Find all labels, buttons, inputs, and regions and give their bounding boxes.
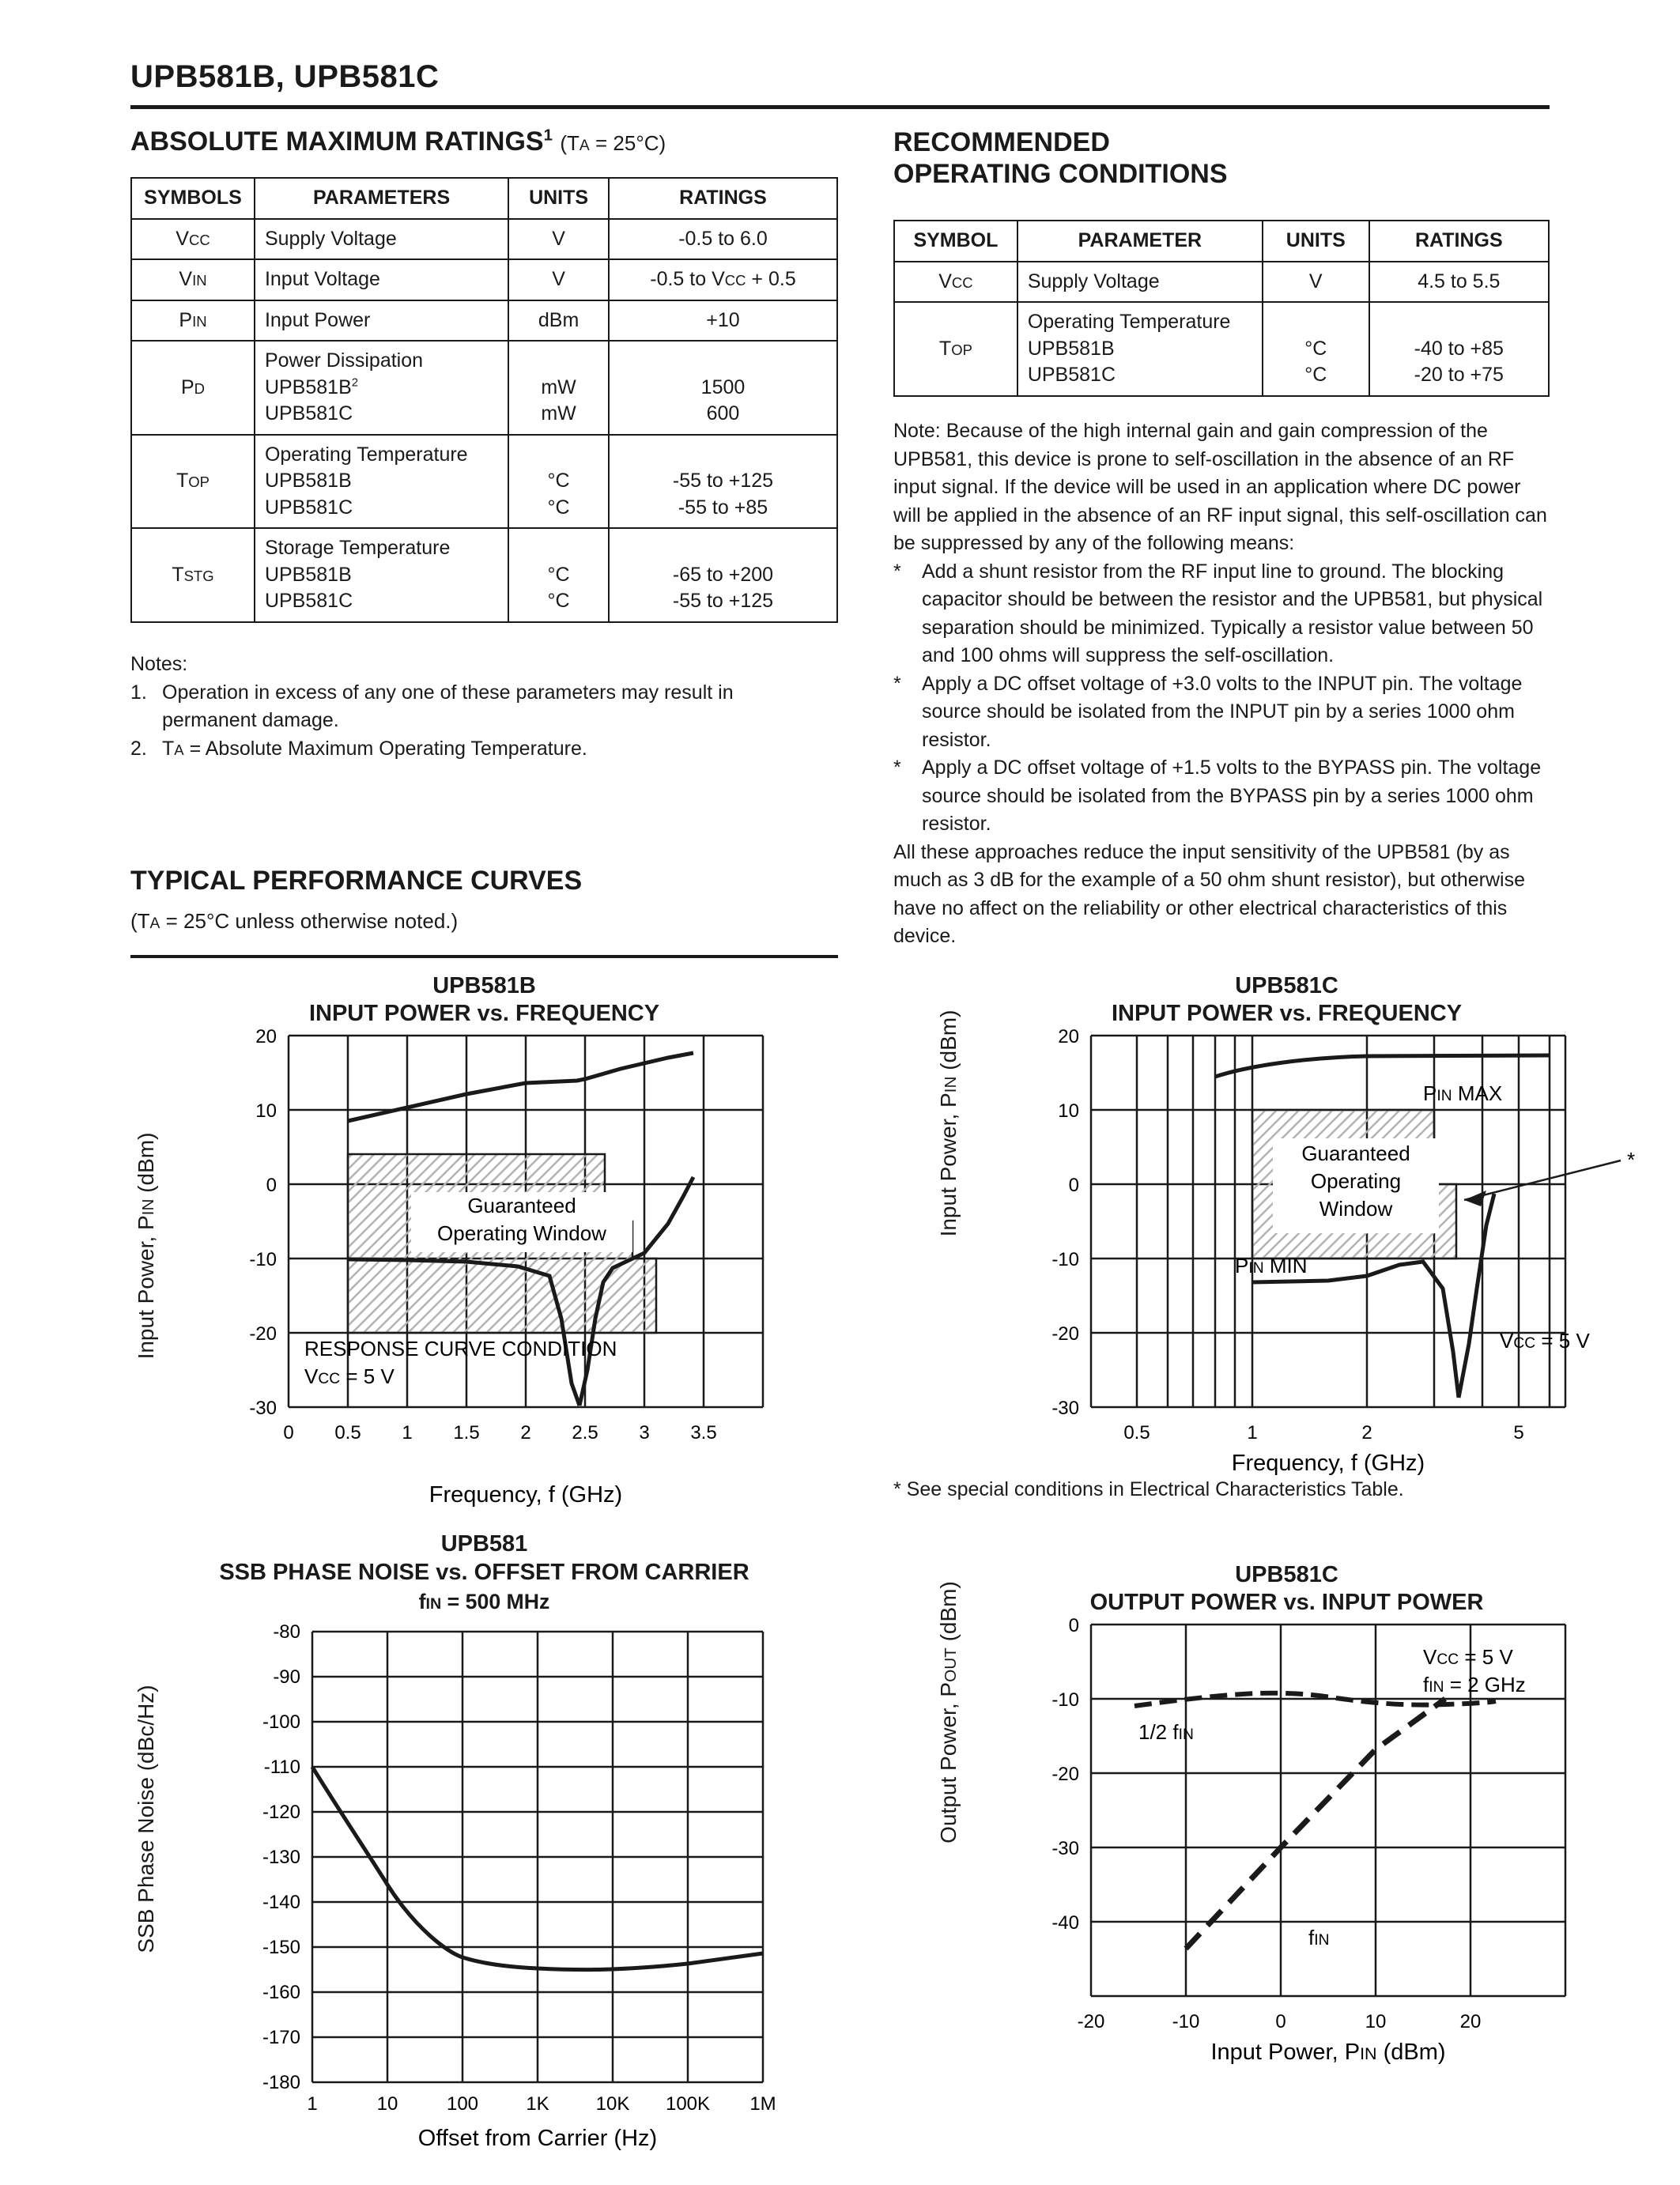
svg-text:-100: -100 [262, 1711, 300, 1733]
svg-text:Window: Window [1319, 1197, 1393, 1221]
svg-text:0: 0 [1069, 1175, 1079, 1196]
svg-text:5: 5 [1513, 1422, 1523, 1443]
svg-text:-30: -30 [1051, 1838, 1079, 1859]
svg-text:2.5: 2.5 [572, 1422, 598, 1443]
svg-text:-110: -110 [264, 1757, 300, 1778]
svg-text:1: 1 [402, 1422, 412, 1443]
svg-text:-20: -20 [249, 1323, 277, 1345]
svg-text:100K: 100K [666, 2093, 710, 2115]
svg-text:0: 0 [283, 1422, 293, 1443]
svg-text:Input Power, PIN (dBm): Input Power, PIN (dBm) [1210, 2040, 1445, 2065]
svg-text:10K: 10K [596, 2093, 630, 2115]
svg-text:Guaranteed: Guaranteed [467, 1194, 576, 1217]
svg-text:Offset from Carrier (Hz): Offset from Carrier (Hz) [418, 2126, 657, 2151]
svg-text:VCC = 5 V: VCC = 5 V [1423, 1645, 1513, 1669]
svg-text:-120: -120 [262, 1802, 300, 1823]
svg-text:1: 1 [307, 2093, 317, 2115]
svg-text:20: 20 [1058, 1026, 1079, 1047]
svg-text:100: 100 [447, 2093, 478, 2115]
svg-text:Frequency, f (GHz): Frequency, f (GHz) [1232, 1451, 1425, 1476]
svg-text:1: 1 [1247, 1422, 1257, 1443]
svg-text:0: 0 [266, 1175, 277, 1196]
svg-text:1M: 1M [749, 2093, 776, 2115]
svg-text:Guaranteed: Guaranteed [1301, 1142, 1410, 1165]
svg-text:Operating: Operating [1311, 1169, 1401, 1193]
svg-text:-30: -30 [1051, 1398, 1079, 1419]
svg-text:10: 10 [255, 1100, 277, 1122]
svg-text:-170: -170 [262, 2027, 300, 2048]
svg-text:VCC = 5 V: VCC = 5 V [304, 1364, 395, 1388]
svg-text:-10: -10 [249, 1249, 277, 1270]
svg-text:fIN = 2 GHz: fIN = 2 GHz [1423, 1673, 1526, 1696]
svg-text:PIN MIN: PIN MIN [1235, 1254, 1307, 1277]
svg-text:-160: -160 [262, 1982, 300, 2003]
svg-text:-150: -150 [262, 1937, 300, 1958]
svg-text:-10: -10 [1051, 1689, 1079, 1711]
svg-text:2: 2 [1361, 1422, 1372, 1443]
svg-text:-20: -20 [1051, 1764, 1079, 1785]
svg-text:10: 10 [377, 2093, 398, 2115]
svg-text:1.5: 1.5 [453, 1422, 479, 1443]
svg-text:-140: -140 [262, 1892, 300, 1913]
svg-text:RESPONSE CURVE CONDITION: RESPONSE CURVE CONDITION [304, 1337, 617, 1360]
svg-text:-40: -40 [1051, 1912, 1079, 1934]
svg-text:-10: -10 [1051, 1249, 1079, 1270]
svg-text:-180: -180 [262, 2072, 300, 2093]
svg-text:3.5: 3.5 [690, 1422, 716, 1443]
svg-text:1K: 1K [526, 2093, 549, 2115]
svg-text:Operating Window: Operating Window [437, 1221, 606, 1245]
svg-text:-10: -10 [1172, 2011, 1200, 2032]
svg-text:VCC = 5 V: VCC = 5 V [1500, 1329, 1590, 1353]
svg-text:0: 0 [1275, 2011, 1285, 2032]
svg-text:2: 2 [520, 1422, 530, 1443]
svg-text:PIN MAX: PIN MAX [1423, 1081, 1502, 1105]
svg-text:-20: -20 [1078, 2011, 1105, 2032]
svg-text:*: * [1627, 1148, 1635, 1172]
svg-text:-30: -30 [249, 1398, 277, 1419]
svg-text:Frequency, f (GHz): Frequency, f (GHz) [429, 1482, 622, 1508]
svg-text:fIN: fIN [1308, 1926, 1329, 1949]
svg-text:-130: -130 [262, 1847, 300, 1868]
svg-text:-90: -90 [273, 1666, 300, 1688]
svg-text:10: 10 [1365, 2011, 1387, 2032]
svg-text:20: 20 [1460, 2011, 1482, 2032]
svg-text:0.5: 0.5 [1123, 1422, 1150, 1443]
svg-text:0.5: 0.5 [334, 1422, 361, 1443]
svg-text:20: 20 [255, 1026, 277, 1047]
svg-text:-20: -20 [1051, 1323, 1079, 1345]
svg-text:-80: -80 [273, 1621, 300, 1643]
svg-text:0: 0 [1069, 1615, 1079, 1636]
svg-text:10: 10 [1058, 1100, 1079, 1122]
svg-text:3: 3 [639, 1422, 649, 1443]
